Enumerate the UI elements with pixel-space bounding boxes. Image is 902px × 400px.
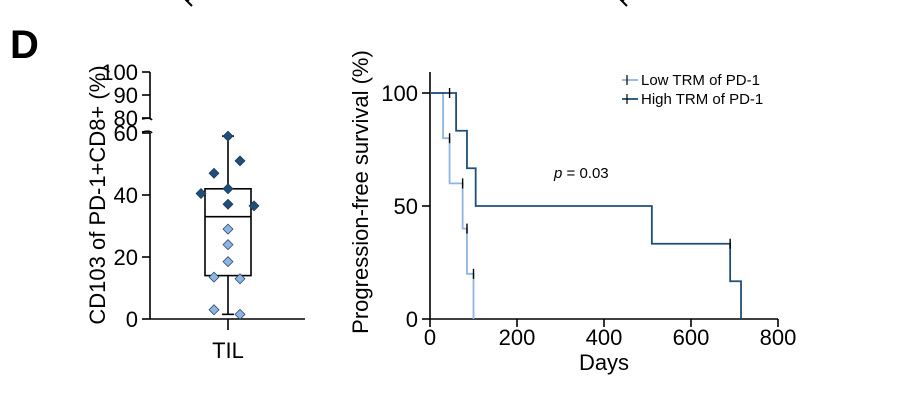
axis-break-mark [141,117,153,134]
clipped-header-right: P [611,0,639,12]
box-y-tick-label: 100 [101,60,138,85]
km-plot: Progression-free survival (%) Days 0 200 4… [348,50,796,375]
km-xlabel: Days [579,350,629,375]
data-point-diamond [234,273,246,285]
data-point-diamond [222,256,234,268]
km-ticks: 0 200 400 600 800 0 50 100 [381,81,796,350]
box-x-tick-label: TIL [212,338,244,363]
data-point-diamond [208,304,220,316]
data-point-diamond [234,155,246,167]
data-point-diamond [222,130,234,142]
box-y-tick-label: 20 [114,245,138,270]
legend-label: Low TRM of PD-1 [641,72,760,89]
p-symbol: p [553,165,562,182]
box-ylabel: CD103 of PD-1+CD8+ (%) [85,65,110,324]
km-y-tick-label: 100 [381,81,418,106]
box-y-tick-label: 80 [114,106,138,131]
km-x-tick-label: 0 [424,325,436,350]
data-point-diamond [234,308,246,320]
km-x-tick-label: 600 [673,325,710,350]
data-point-diamond [222,223,234,235]
km-x-tick-label: 200 [499,325,536,350]
box-y-tick-label: 90 [114,83,138,108]
panel-label: D [10,23,39,67]
data-point-diamond [222,239,234,251]
km-x-tick-label: 800 [760,325,797,350]
legend-label: High TRM of PD-1 [641,91,763,108]
p-value: = 0.03 [562,165,608,182]
box-y-tick-label: 40 [114,183,138,208]
clipped-header-left: P [176,0,204,12]
km-y-tick-label: 0 [406,307,418,332]
box-y-tick-label: 60 [114,121,138,146]
km-curve [430,92,742,319]
data-point-diamond [248,200,260,212]
data-point-diamond [195,187,207,199]
box-y-tick-label: 0 [126,307,138,332]
p-value-annotation: p = 0.03 [553,165,609,182]
km-legend: Low TRM of PD-1 High TRM of PD-1 [622,72,763,108]
km-ylabel: Progression-free survival (%) [348,50,373,334]
km-x-tick-label: 400 [586,325,623,350]
data-point-diamond [208,271,220,283]
data-point-diamond [222,183,234,195]
km-series [430,88,742,319]
km-y-tick-label: 50 [394,194,418,219]
km-curve [430,92,475,319]
data-point-diamond [208,167,220,179]
data-point-diamond [222,198,234,210]
box-points [195,130,260,320]
